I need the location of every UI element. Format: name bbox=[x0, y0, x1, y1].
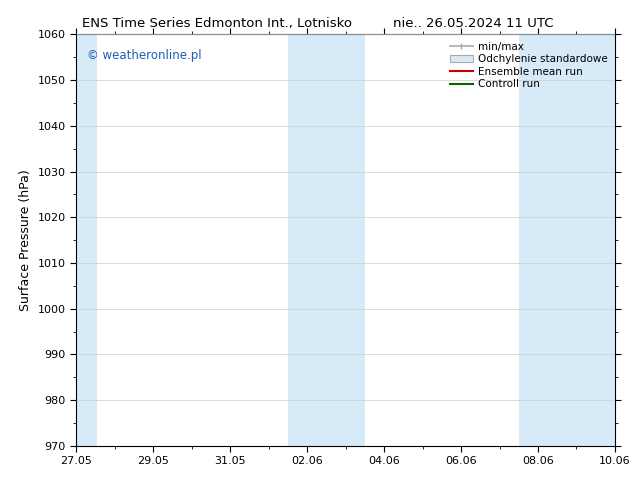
Bar bbox=[288, 34, 365, 446]
Legend: min/max, Odchylenie standardowe, Ensemble mean run, Controll run: min/max, Odchylenie standardowe, Ensembl… bbox=[448, 40, 610, 92]
Text: ENS Time Series Edmonton Int., Lotnisko: ENS Time Series Edmonton Int., Lotnisko bbox=[82, 17, 353, 30]
Text: © weatheronline.pl: © weatheronline.pl bbox=[87, 49, 202, 62]
Text: nie.. 26.05.2024 11 UTC: nie.. 26.05.2024 11 UTC bbox=[393, 17, 553, 30]
Bar bbox=[519, 34, 615, 446]
Y-axis label: Surface Pressure (hPa): Surface Pressure (hPa) bbox=[19, 169, 32, 311]
Bar bbox=[76, 34, 97, 446]
